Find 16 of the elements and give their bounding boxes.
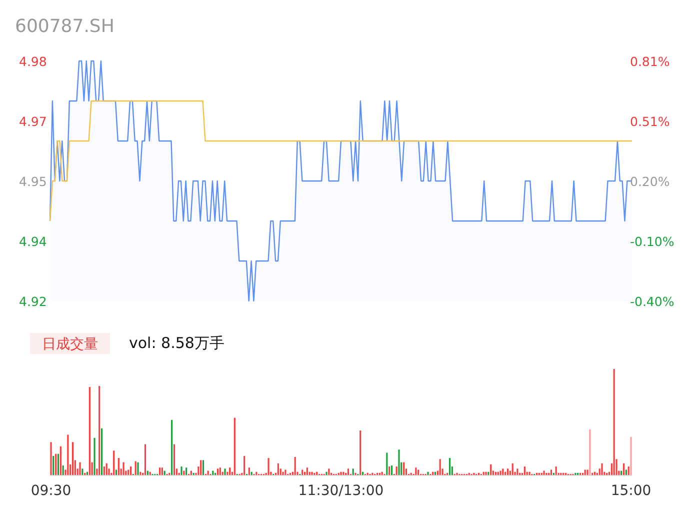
text: vol: 8.58万手 xyxy=(129,334,224,352)
y2-tick-label: 0.51% xyxy=(630,114,670,129)
y-tick-label: 4.97 xyxy=(19,114,47,129)
x-tick-label: 15:00 xyxy=(610,483,652,499)
x-tick-label: 09:30 xyxy=(30,483,72,499)
text: 日成交量 xyxy=(42,336,98,352)
y2-tick-label: -0.40% xyxy=(630,294,674,309)
y2-tick-label: -0.10% xyxy=(630,234,674,249)
y2-tick-label: 0.20% xyxy=(630,174,670,189)
chart-title: 600787.SH xyxy=(15,16,114,37)
x-tick-label: 11:30/13:00 xyxy=(298,483,384,499)
y-tick-label: 4.92 xyxy=(19,294,47,309)
y2-tick-label: 0.81% xyxy=(630,54,670,69)
y-tick-label: 4.98 xyxy=(19,54,47,69)
y-tick-label: 4.95 xyxy=(19,174,47,189)
y-tick-label: 4.94 xyxy=(19,234,47,249)
